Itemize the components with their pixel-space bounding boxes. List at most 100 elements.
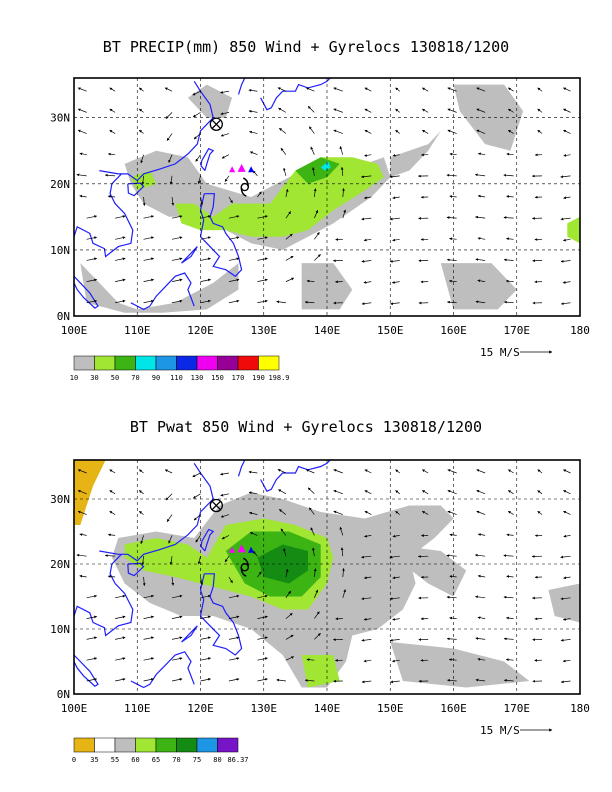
wind-vector	[563, 576, 571, 580]
longitude-label: 120E	[187, 702, 214, 715]
wind-vector	[79, 533, 87, 536]
wind-vector	[228, 594, 240, 599]
coastline-segment	[127, 182, 145, 197]
wind-vector	[361, 680, 372, 684]
wind-vector	[477, 657, 486, 661]
wind-vector	[257, 571, 262, 578]
wind-vector	[109, 510, 116, 515]
wind-vector	[115, 236, 126, 240]
gyre-center-symbol	[209, 498, 223, 513]
wind-vector	[257, 657, 268, 661]
wind-vector	[77, 87, 87, 92]
wind-vector	[200, 678, 211, 682]
wind-vector	[562, 617, 571, 621]
wind-vector	[285, 590, 291, 599]
wind-vector	[279, 127, 287, 134]
wind-vector	[79, 574, 87, 578]
wind-vector	[342, 209, 346, 219]
wind-vector	[563, 108, 571, 113]
wind-vector	[228, 196, 233, 204]
wind-vector	[421, 108, 429, 113]
wind-vector	[563, 196, 571, 200]
wind-vector	[257, 594, 268, 599]
colorbar-swatch	[155, 737, 177, 753]
wind-vector	[503, 173, 514, 177]
longitude-label: 170E	[504, 702, 531, 715]
coastline-segment	[237, 78, 246, 95]
wind-vector	[563, 469, 571, 474]
wind-vector	[86, 299, 98, 304]
longitude-label: 180	[570, 702, 590, 715]
wind-vectors	[76, 87, 571, 306]
wind-vector	[333, 489, 343, 495]
gyre-triangle-icon	[229, 166, 236, 173]
precip-map-panel: 30N 20N 10N 0N 100E 110E 120E 130E 140E 150E 160E…	[50, 77, 590, 382]
colorbar-label: 70	[172, 756, 180, 764]
shaded-region-p-gray-sw	[80, 263, 239, 313]
wind-vector	[506, 195, 514, 198]
gyre-markers	[209, 117, 255, 197]
colorbar-swatch	[94, 737, 116, 753]
wind-vector	[138, 108, 144, 113]
wind-vector	[305, 469, 315, 474]
wind-vector	[421, 87, 429, 92]
longitude-label: 160E	[440, 702, 467, 715]
longitude-label: 100E	[61, 324, 88, 337]
wind-vector	[109, 490, 116, 495]
wind-vector	[221, 535, 230, 540]
wind-vector	[200, 215, 211, 219]
wind-vector	[392, 617, 400, 621]
longitude-label: 160E	[440, 324, 467, 337]
longitude-label: 110E	[124, 702, 151, 715]
wind-vector	[86, 236, 98, 240]
gyre-triangle-icon	[237, 163, 246, 172]
wind-vector	[257, 278, 268, 282]
wind-vector	[252, 170, 258, 177]
wind-vector	[506, 616, 514, 620]
wind-vector	[474, 173, 486, 177]
wind-vector	[308, 507, 315, 515]
wind-vector	[109, 87, 116, 92]
wind-vector	[503, 258, 514, 262]
wind-vector	[280, 528, 287, 536]
wind-vector	[562, 238, 571, 242]
coastline-layer	[74, 78, 331, 311]
wind-vector	[165, 112, 173, 119]
wind-vector	[200, 636, 211, 640]
wind-vector	[361, 217, 372, 221]
wind-vector	[447, 469, 457, 474]
latitude-label: 10N	[50, 244, 70, 257]
wind-vector	[476, 87, 486, 92]
wind-vector	[249, 130, 258, 134]
wind-vector	[171, 594, 183, 599]
wind-vector	[361, 175, 372, 179]
wind-vector	[363, 281, 372, 284]
gyre-center-symbol	[209, 117, 223, 131]
wind-vector	[503, 554, 514, 558]
wind-vector	[476, 129, 486, 134]
wind-vector	[164, 87, 173, 92]
colorbar-label: 80	[213, 756, 221, 764]
longitude-label: 110E	[124, 324, 151, 337]
wind-vector	[506, 533, 514, 537]
wind-vector	[395, 510, 400, 515]
wind-vector	[395, 108, 400, 113]
wind-vector	[447, 679, 457, 682]
wind-vector	[221, 154, 230, 159]
longitude-label: 140E	[314, 702, 341, 715]
wind-vector	[447, 87, 457, 92]
wind-vector	[285, 255, 294, 261]
longitude-label: 140E	[314, 324, 341, 337]
colorbar-label: 30	[90, 374, 98, 382]
wind-vector	[507, 510, 514, 515]
coastline-segment	[99, 462, 214, 562]
wind-vector	[285, 233, 293, 240]
wind-vector	[537, 129, 543, 134]
wind-vector	[143, 278, 154, 282]
wind-vector	[169, 556, 173, 565]
wind-vector	[313, 568, 317, 578]
wind-vector	[228, 678, 240, 682]
tropical-cyclone-icon	[240, 177, 249, 197]
wind-vector	[76, 553, 87, 557]
wind-vector	[220, 472, 230, 476]
